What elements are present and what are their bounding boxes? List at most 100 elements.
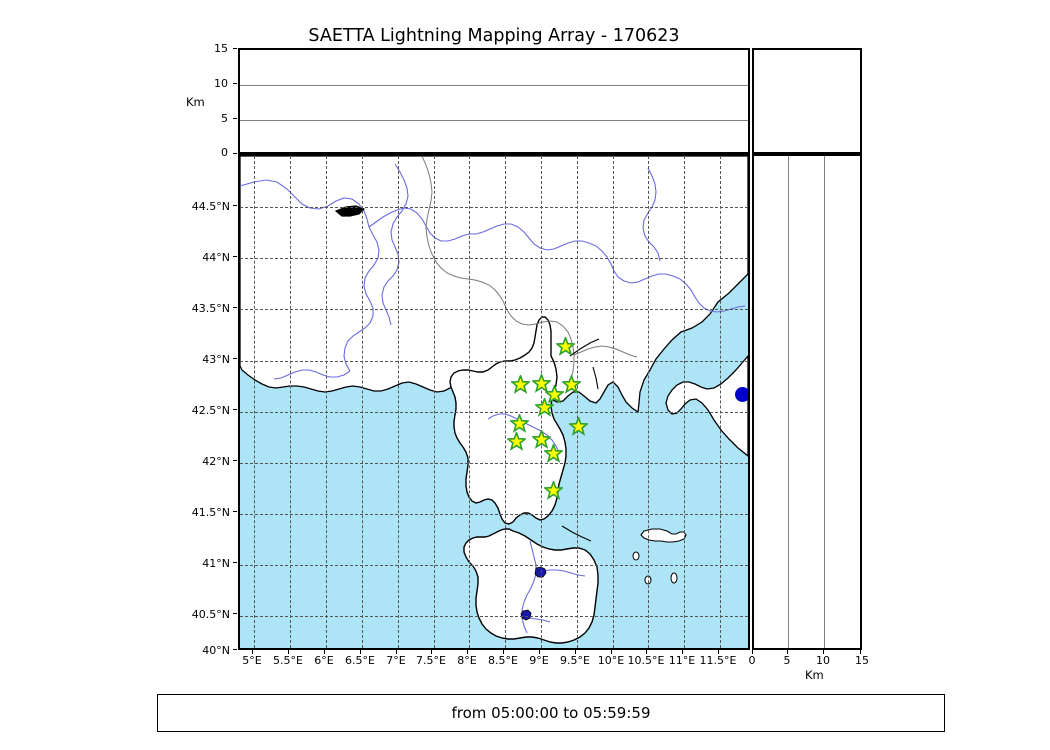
station-star: [554, 335, 577, 357]
map-gridline-lat-43: [240, 360, 748, 362]
map-geography: [240, 156, 748, 648]
gridline-right-10: [824, 156, 825, 648]
axis-label-right-km: Km: [805, 668, 824, 682]
map-gridline-lon-8.5: [505, 156, 507, 648]
station-star: [544, 383, 566, 404]
tick-lat-40.5: 40.5°N: [191, 608, 230, 621]
tick-lon-6.5: 6.5°E: [345, 654, 375, 667]
tick-lon-10: 10°E: [597, 654, 625, 667]
tickmark-lon-10.5: [646, 650, 647, 654]
tickmark-lon-11.5: [718, 650, 719, 654]
axis-label-top-km: Km: [186, 95, 205, 109]
station-star: [508, 412, 530, 434]
corsica-landmass: [449, 316, 567, 525]
map-gridline-lon-5.5: [290, 156, 292, 648]
tick-top-y-10: 10: [214, 77, 228, 90]
tick-lat-40: 40°N: [202, 644, 230, 657]
tick-lon-5.5: 5.5°E: [273, 654, 303, 667]
rivers-france: [240, 163, 746, 380]
tickmark-top-10: [233, 83, 237, 84]
island-small-2: [644, 575, 652, 585]
tickmark-top-15: [233, 48, 237, 49]
tick-lat-42: 42°N: [202, 455, 230, 468]
tick-lon-8: 8°E: [457, 654, 477, 667]
station-star: [531, 428, 553, 449]
tick-lon-11.5: 11.5°E: [699, 654, 737, 667]
tick-lat-44.5: 44.5°N: [191, 200, 230, 213]
tick-lon-9.5: 9.5°E: [560, 654, 590, 667]
tick-lon-7.5: 7.5°E: [416, 654, 446, 667]
tick-lon-8.5: 8.5°E: [488, 654, 518, 667]
gridline-top-5: [240, 120, 748, 121]
tick-right-x-0: 0: [748, 654, 756, 667]
tick-lat-42.5: 42.5°N: [191, 404, 230, 417]
station-star: [542, 479, 565, 501]
gridline-right-5: [788, 156, 789, 648]
tickmark-right-10: [823, 650, 824, 654]
map-gridline-lon-10.5: [648, 156, 650, 648]
tick-lat-41: 41°N: [202, 557, 230, 570]
tick-top-y-15: 15: [214, 42, 228, 55]
page-title: SAETTA Lightning Mapping Array - 170623: [308, 26, 680, 46]
map-gridline-lon-9: [541, 156, 542, 648]
tickmark-lon-8: [467, 650, 468, 654]
station-star: [542, 442, 565, 463]
tickmark-lat-42: [233, 460, 237, 461]
tickmark-lat-41: [233, 562, 237, 563]
map-gridline-lat-44: [240, 258, 748, 260]
tick-top-y-5: 5: [221, 112, 228, 125]
tickmark-lat-43.5: [233, 307, 237, 308]
map-gridline-lat-43.5: [240, 309, 748, 311]
tick-lon-9: 9°E: [529, 654, 549, 667]
tickmark-right-0: [752, 650, 753, 654]
tickmark-top-0: [233, 153, 237, 154]
tick-lon-11: 11°E: [668, 654, 696, 667]
map-gridline-lon-6.5: [361, 156, 363, 648]
time-range-label: from 05:00:00 to 05:59:59: [451, 704, 651, 722]
island-small-3: [670, 572, 678, 584]
sardinia-lake-2: [520, 609, 532, 621]
tickmark-lon-10: [611, 650, 612, 654]
tickmark-lat-44: [233, 256, 237, 257]
map-gridline-lat-44.5: [240, 207, 748, 208]
map-gridline-lon-7: [397, 156, 399, 648]
map-gridline-lon-7.5: [433, 156, 435, 648]
tickmark-lat-41.5: [233, 511, 237, 512]
tickmark-lat-40.5: [233, 613, 237, 614]
map-gridline-lat-41.5: [240, 514, 748, 515]
array-center-dot: [734, 386, 748, 402]
station-star: [567, 415, 590, 437]
map-gridline-lon-6: [326, 156, 328, 648]
map-gridline-lat-42.5: [240, 411, 748, 413]
panel-map: [238, 154, 750, 650]
tickmark-lon-7: [396, 650, 397, 654]
italy-coast: [665, 355, 748, 457]
tickmark-right-5: [787, 650, 788, 654]
time-range-box: from 05:00:00 to 05:59:59: [157, 694, 945, 732]
panel-corner: [752, 48, 862, 154]
map-gridline-lon-8: [469, 156, 471, 648]
tickmark-lon-5: [252, 650, 253, 654]
island-small-1: [632, 551, 640, 561]
map-gridline-lon-11: [684, 156, 686, 648]
tickmark-lat-42.5: [233, 409, 237, 410]
tick-lon-10.5: 10.5°E: [627, 654, 665, 667]
tick-top-y-0: 0: [221, 146, 228, 159]
gridline-top-10: [240, 85, 748, 86]
tickmark-lon-8.5: [503, 650, 504, 654]
tick-right-x-5: 5: [783, 654, 791, 667]
station-star: [506, 430, 528, 451]
map-gridline-lat-41: [240, 565, 748, 567]
tickmark-lon-11: [682, 650, 683, 654]
tick-lon-5: 5°E: [242, 654, 262, 667]
tick-lat-41.5: 41.5°N: [191, 506, 230, 519]
tickmark-lon-6.5: [360, 650, 361, 654]
tickmark-lon-9.5: [575, 650, 576, 654]
cape-detail: [334, 205, 366, 217]
panel-zy-cross-section: [752, 154, 862, 650]
tick-lon-6: 6°E: [314, 654, 334, 667]
tickmark-top-5: [233, 118, 237, 119]
tickmark-lon-5.5: [288, 650, 289, 654]
station-star: [531, 372, 553, 393]
tickmark-lon-7.5: [431, 650, 432, 654]
